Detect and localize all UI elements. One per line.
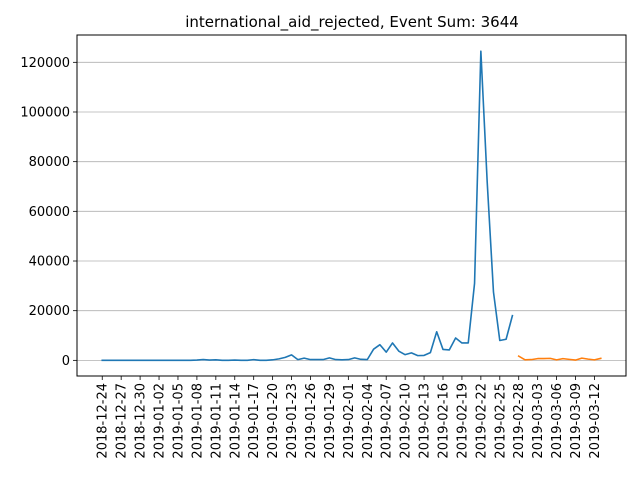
x-tick-label: 2019-02-16 — [437, 383, 452, 459]
y-tick-label: 80000 — [29, 155, 70, 170]
plot-frame — [76, 34, 627, 377]
x-tick-label: 2019-01-17 — [247, 383, 262, 459]
x-axis: 2018-12-24 2018-12-27 2018-12-30 2019-01-02… — [96, 376, 603, 459]
x-tick-label: 2019-02-04 — [361, 383, 376, 459]
gridlines — [77, 61, 626, 361]
y-tick-label: 120000 — [20, 56, 70, 71]
x-tick-label: 2019-01-05 — [171, 383, 186, 459]
x-tick-label: 2019-01-08 — [190, 383, 205, 459]
x-tick-label: 2019-02-07 — [380, 383, 395, 459]
x-tick-label: 2019-03-09 — [569, 383, 584, 459]
chart-title: international_aid_rejected, Event Sum: 3… — [185, 13, 519, 32]
x-tick-label: 2019-02-13 — [418, 383, 433, 459]
x-tick-label: 2019-01-14 — [228, 383, 243, 459]
x-tick-label: 2018-12-27 — [115, 383, 130, 459]
x-tick-label: 2019-01-29 — [323, 383, 338, 459]
y-axis: 0 20000 40000 60000 80000 100000 120000 — [20, 56, 77, 369]
y-tick-label: 60000 — [29, 205, 70, 220]
series-line-1 — [101, 50, 514, 362]
y-tick-label: 40000 — [29, 255, 70, 270]
x-tick-label: 2019-01-20 — [266, 383, 281, 459]
y-tick-label: 0 — [62, 354, 70, 369]
x-tick-label: 2019-02-28 — [512, 383, 527, 459]
x-tick-label: 2019-02-19 — [455, 383, 470, 459]
x-tick-label: 2019-03-06 — [550, 383, 565, 459]
x-tick-label: 2019-02-25 — [493, 383, 508, 459]
x-tick-label: 2019-02-01 — [342, 383, 357, 459]
x-tick-label: 2019-01-02 — [153, 383, 168, 459]
y-tick-label: 20000 — [29, 304, 70, 319]
x-tick-label: 2019-01-11 — [209, 383, 224, 459]
x-tick-label: 2019-03-03 — [531, 383, 546, 459]
x-tick-label: 2019-03-12 — [588, 383, 603, 459]
series-line-2 — [517, 355, 602, 361]
y-tick-label: 100000 — [20, 105, 70, 120]
series-lines — [101, 50, 602, 362]
x-tick-label: 2018-12-30 — [134, 383, 149, 459]
x-tick-label: 2018-12-24 — [96, 383, 111, 459]
x-tick-label: 2019-01-23 — [285, 383, 300, 459]
x-tick-label: 2019-02-22 — [474, 383, 489, 459]
x-tick-label: 2019-02-10 — [399, 383, 414, 459]
x-tick-label: 2019-01-26 — [304, 383, 319, 459]
